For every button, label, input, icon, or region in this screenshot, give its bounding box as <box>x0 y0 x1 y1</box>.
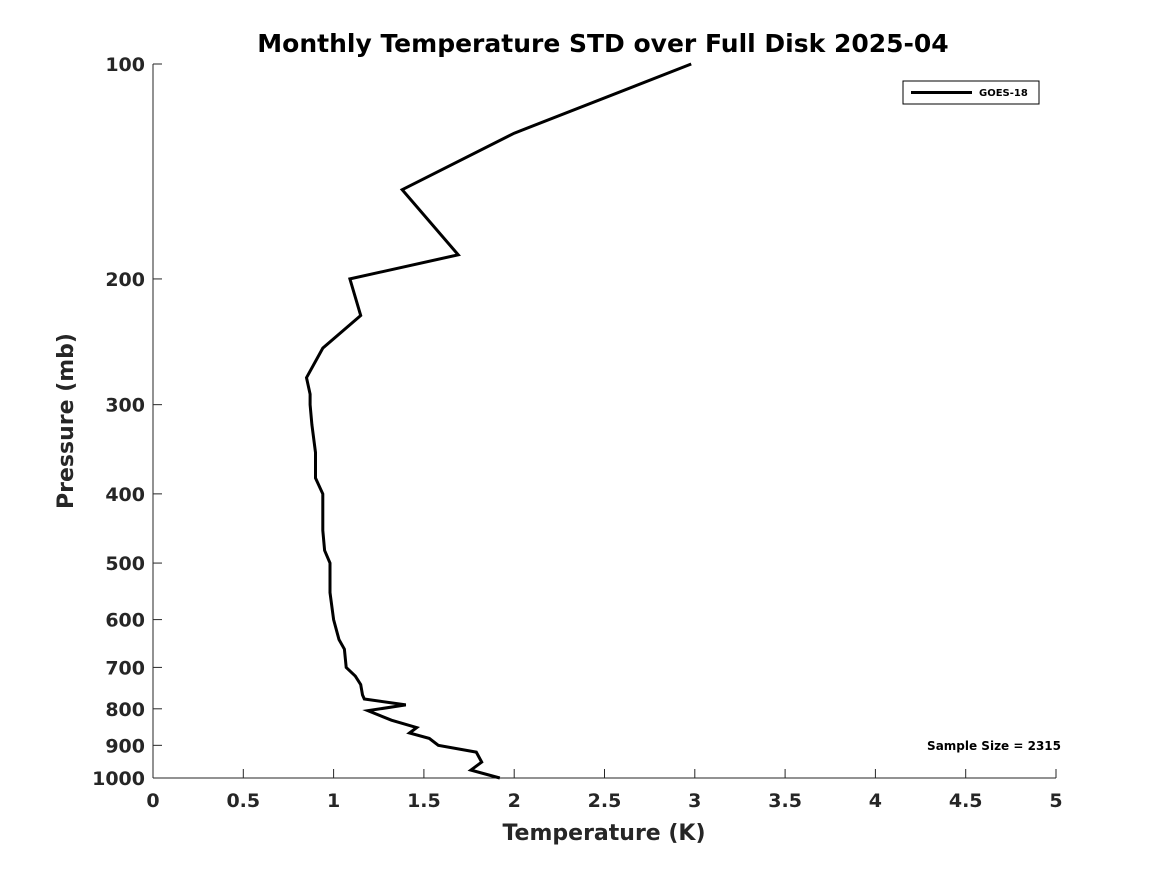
y-tick-label: 1000 <box>92 768 145 790</box>
legend: GOES-18 <box>902 80 1040 105</box>
x-tick-label: 0 <box>146 790 159 812</box>
x-ticks: 0 0.5 1 1.5 2 2.5 3 3.5 4 4.5 5 <box>146 769 1063 812</box>
y-tick-label: 300 <box>105 395 145 417</box>
x-axis-label: Temperature (K) <box>502 821 705 846</box>
chart-title: Monthly Temperature STD over Full Disk 2… <box>257 29 948 58</box>
x-tick-label: 2 <box>508 790 521 812</box>
x-tick-label: 2.5 <box>588 790 622 812</box>
x-tick-label: 3 <box>688 790 701 812</box>
x-tick-label: 4 <box>869 790 882 812</box>
series-layer <box>304 62 692 780</box>
x-tick-label: 4.5 <box>949 790 983 812</box>
sample-size-annotation: Sample Size = 2315 <box>927 739 1061 753</box>
legend-label: GOES-18 <box>979 88 1028 99</box>
x-tick-label: 3.5 <box>768 790 802 812</box>
y-ticks: 100 200 300 400 500 600 700 800 900 1000 <box>92 54 162 790</box>
y-tick-label: 500 <box>105 553 145 575</box>
y-tick-label: 800 <box>105 699 145 721</box>
y-tick-label: 900 <box>105 735 145 757</box>
y-tick-label: 600 <box>105 610 145 632</box>
y-tick-label: 700 <box>105 657 145 679</box>
x-tick-label: 1.5 <box>407 790 441 812</box>
x-tick-label: 0.5 <box>226 790 260 812</box>
x-tick-label: 1 <box>327 790 340 812</box>
y-tick-label: 200 <box>105 269 145 291</box>
y-tick-label: 400 <box>105 484 145 506</box>
y-axis-label: Pressure (mb) <box>54 333 79 509</box>
series-line-goes-18 <box>304 62 692 780</box>
x-tick-label: 5 <box>1049 790 1062 812</box>
y-tick-label: 100 <box>105 54 145 76</box>
